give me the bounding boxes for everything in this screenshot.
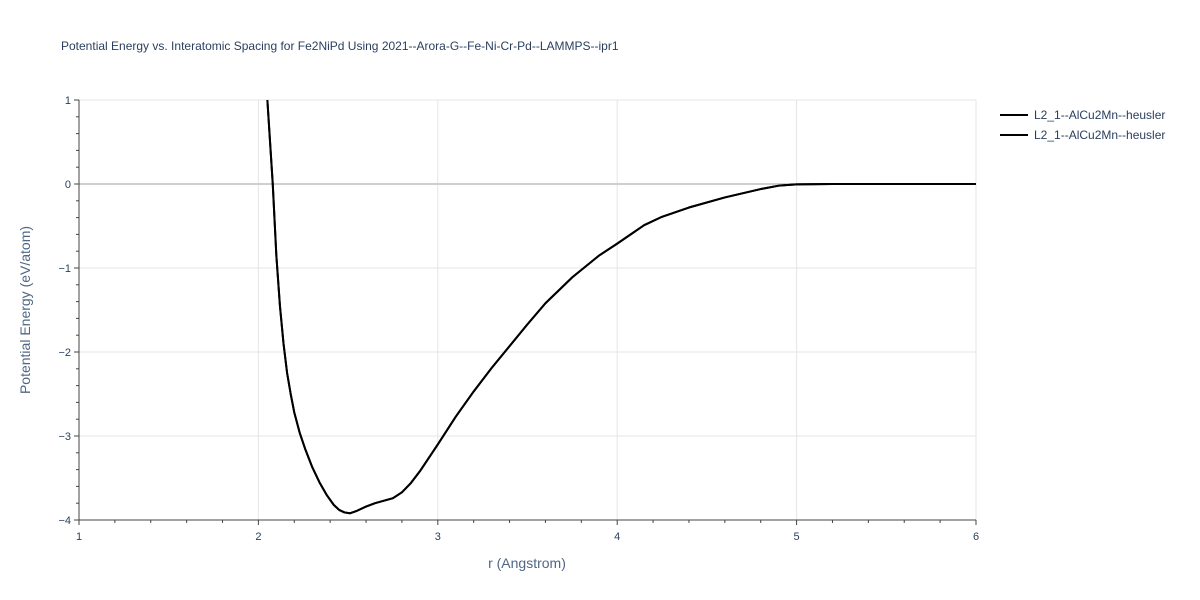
y-tick-label: −2 [58,347,71,359]
x-tick-label: 4 [614,531,620,543]
series-line-2 [266,100,976,515]
series-line-1 [266,100,976,515]
legend-item[interactable]: L2_1--AlCu2Mn--heusler [1000,108,1165,122]
legend-label: L2_1--AlCu2Mn--heusler [1034,128,1165,142]
series-lines [266,100,976,515]
grid [79,99,977,520]
chart-title: Potential Energy vs. Interatomic Spacing… [61,39,619,53]
x-axis-label: r (Angstrom) [488,555,566,571]
axis-ticks: 1 2 3 4 5 6 1 0 −1 −2 −3 −4 [58,95,979,543]
y-tick-label: −4 [58,515,71,527]
y-tick-label: 1 [65,95,71,107]
legend-item[interactable]: L2_1--AlCu2Mn--heusler [1000,128,1165,142]
legend[interactable]: L2_1--AlCu2Mn--heusler L2_1--AlCu2Mn--heu… [1000,108,1165,142]
y-tick-label: −3 [58,431,71,443]
y-axis-label: Potential Energy (eV/atom) [17,226,33,394]
x-tick-label: 1 [76,531,82,543]
legend-label: L2_1--AlCu2Mn--heusler [1034,108,1165,122]
x-tick-label: 6 [973,531,979,543]
y-tick-label: 0 [65,179,71,191]
y-tick-label: −1 [58,263,71,275]
x-tick-label: 2 [255,531,261,543]
x-tick-label: 5 [794,531,800,543]
x-tick-label: 3 [435,531,441,543]
